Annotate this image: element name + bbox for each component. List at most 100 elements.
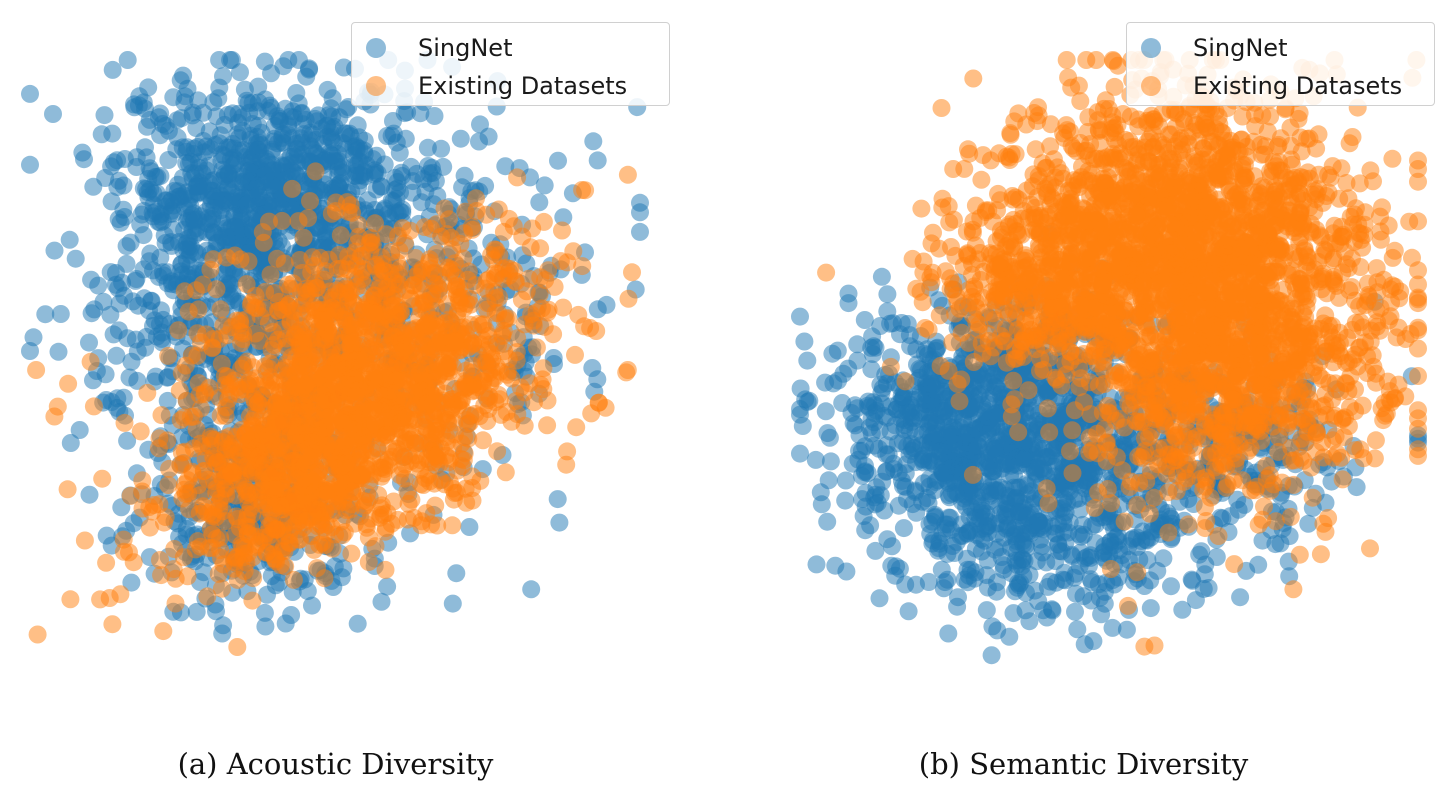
- data-point: [425, 107, 444, 125]
- data-point: [597, 295, 616, 314]
- data-point: [153, 212, 172, 231]
- data-point: [249, 393, 268, 412]
- data-point: [147, 327, 166, 346]
- data-point: [527, 338, 546, 357]
- data-point: [363, 372, 382, 391]
- data-point: [293, 264, 312, 282]
- data-point: [220, 427, 239, 446]
- data-point: [128, 371, 147, 390]
- data-point: [464, 334, 482, 353]
- data-point: [806, 450, 825, 469]
- data-point: [97, 553, 116, 572]
- data-point: [454, 451, 473, 470]
- data-point: [138, 383, 157, 402]
- data-point: [417, 315, 436, 334]
- data-point: [395, 469, 414, 488]
- data-point: [896, 464, 915, 483]
- data-point: [61, 590, 80, 609]
- data-point: [534, 359, 553, 378]
- data-point: [836, 471, 855, 490]
- data-point: [260, 212, 278, 231]
- data-point: [36, 305, 55, 324]
- data-point: [462, 218, 481, 236]
- data-point: [323, 474, 342, 493]
- data-point: [75, 531, 94, 550]
- data-point: [263, 140, 282, 159]
- data-point: [867, 478, 886, 497]
- data-point: [934, 453, 953, 472]
- data-point: [440, 344, 459, 363]
- data-point: [103, 60, 122, 79]
- data-point: [406, 434, 424, 453]
- data-point: [457, 411, 476, 430]
- data-point: [351, 446, 370, 465]
- data-point: [216, 467, 235, 486]
- data-point: [110, 294, 129, 313]
- data-point: [1190, 545, 1209, 564]
- data-point: [362, 229, 381, 248]
- data-point: [225, 139, 244, 158]
- data-point: [243, 505, 262, 524]
- data-point: [795, 332, 814, 351]
- data-point: [378, 577, 397, 596]
- data-point: [225, 154, 244, 173]
- data-point: [174, 66, 193, 85]
- data-point: [878, 285, 897, 304]
- data-point: [539, 300, 558, 319]
- data-point: [927, 425, 946, 444]
- data-point: [256, 617, 275, 636]
- data-point: [273, 211, 291, 230]
- data-point: [284, 570, 303, 589]
- data-point: [103, 615, 122, 634]
- semantic-diversity-panel: SingNet Existing Datasets (b) Semantic D…: [728, 0, 1455, 799]
- data-point: [486, 304, 505, 323]
- data-point: [301, 123, 320, 142]
- data-point: [494, 269, 513, 288]
- data-point: [443, 357, 462, 376]
- data-point: [201, 520, 220, 539]
- data-point: [390, 143, 409, 162]
- data-point: [377, 426, 396, 445]
- data-point: [412, 193, 431, 212]
- data-point: [114, 176, 133, 195]
- data-point: [848, 335, 867, 354]
- data-point: [219, 390, 238, 409]
- data-point: [442, 400, 461, 419]
- data-point: [96, 169, 115, 187]
- data-point: [1068, 620, 1087, 639]
- data-point: [308, 347, 327, 366]
- data-point: [451, 129, 470, 148]
- data-point: [165, 540, 184, 558]
- data-point: [204, 250, 223, 269]
- data-point: [575, 317, 594, 336]
- data-point: [328, 495, 347, 514]
- data-point: [195, 385, 214, 404]
- data-point: [908, 355, 926, 374]
- data-point: [221, 287, 240, 306]
- data-point: [488, 442, 507, 461]
- data-point: [162, 236, 181, 255]
- data-point: [377, 225, 396, 244]
- data-point: [554, 208, 573, 227]
- data-point: [422, 384, 440, 403]
- data-point: [979, 373, 998, 391]
- data-point: [453, 178, 472, 197]
- data-point: [889, 496, 908, 515]
- data-point: [370, 279, 389, 298]
- data-point: [92, 125, 111, 144]
- data-point: [59, 374, 78, 393]
- data-point: [498, 365, 517, 384]
- data-point: [823, 344, 842, 363]
- data-point: [124, 553, 143, 572]
- data-point: [879, 445, 898, 464]
- data-point: [881, 314, 900, 333]
- data-point: [21, 342, 39, 360]
- data-point: [631, 222, 649, 241]
- data-point: [618, 361, 637, 379]
- data-point: [197, 137, 216, 156]
- data-point: [877, 462, 895, 481]
- data-point: [354, 491, 373, 510]
- data-point: [137, 148, 156, 167]
- data-point: [80, 485, 99, 504]
- data-point: [113, 273, 132, 292]
